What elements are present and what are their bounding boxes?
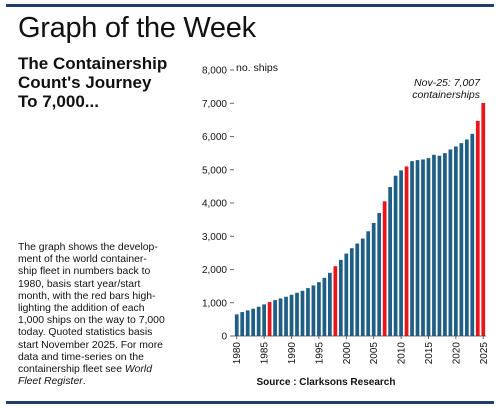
description-line: start November 2025. For more <box>18 339 163 351</box>
bar <box>459 143 464 336</box>
bar <box>377 212 382 336</box>
x-tick-label: 2010 <box>397 342 408 365</box>
bar <box>267 302 272 336</box>
description-text: . <box>82 376 86 388</box>
bar <box>360 238 365 336</box>
y-tick-label: 0 <box>221 332 227 343</box>
bar <box>399 170 403 336</box>
y-tick-label: 8,000 <box>202 66 227 77</box>
x-tick-label: 1995 <box>314 342 325 365</box>
bar <box>306 288 310 336</box>
description-line: today. Quoted statistics basis <box>18 327 153 339</box>
y-tick-label: 4,000 <box>202 199 227 210</box>
bar <box>245 310 250 336</box>
description-line: data and time-series on the <box>18 351 144 363</box>
description-line: month, with the red bars high- <box>18 290 156 302</box>
bar <box>470 133 475 336</box>
y-axis-label: no. ships <box>236 62 278 74</box>
x-tick-label: 1990 <box>287 342 298 365</box>
bar <box>448 149 453 336</box>
bar <box>464 139 469 336</box>
bar <box>234 314 239 336</box>
bar <box>421 159 425 336</box>
bar <box>273 300 277 336</box>
bar <box>393 175 398 336</box>
bar <box>295 292 299 336</box>
x-tick-label: 2015 <box>424 342 435 365</box>
bar <box>328 272 332 336</box>
y-tick-label: 7,000 <box>202 99 227 110</box>
bar <box>344 253 349 336</box>
bar <box>322 277 327 336</box>
bar <box>404 166 409 336</box>
description-line: 1,000 ships on the way to 7,000 <box>18 315 165 327</box>
x-tick-label: 2005 <box>369 342 380 365</box>
description-line: The graph shows the develop- <box>18 242 158 253</box>
headline-line: Count's Journey <box>18 73 152 92</box>
y-tick-label: 5,000 <box>202 165 227 176</box>
bar <box>454 146 458 336</box>
y-tick-label: 3,000 <box>202 232 227 243</box>
bar <box>311 285 316 336</box>
bottom-rule <box>6 401 494 404</box>
bar <box>443 153 447 336</box>
description-line: ship fleet in numbers back to <box>18 266 151 278</box>
bar <box>278 298 283 336</box>
bar <box>355 243 360 336</box>
bar <box>388 187 392 336</box>
bar <box>300 290 305 336</box>
bar <box>338 259 343 336</box>
headline-line: To 7,000... <box>18 92 99 111</box>
bar <box>481 103 486 337</box>
bar <box>426 158 431 336</box>
source-label: Source : Clarksons Research <box>257 377 396 388</box>
top-rule <box>6 4 494 7</box>
headline: The Containership Count's Journey To 7,0… <box>18 54 208 111</box>
bar <box>349 248 354 336</box>
bar <box>251 308 256 336</box>
bar <box>333 266 338 336</box>
bar <box>371 222 376 336</box>
x-tick-label: 1980 <box>232 342 243 365</box>
headline-line: The Containership <box>18 54 168 73</box>
description-line: lighting the addition of each <box>18 303 145 315</box>
annotation-text: containerships <box>412 89 480 101</box>
y-tick-label: 6,000 <box>202 132 227 143</box>
description: The graph shows the develop- ment of the… <box>18 242 218 388</box>
bar <box>432 154 436 336</box>
bar <box>366 231 371 336</box>
annotation-text: Nov-25: 7,007 <box>414 77 481 89</box>
x-tick-label: 1985 <box>260 342 271 365</box>
bar <box>415 160 420 336</box>
bar <box>262 304 266 336</box>
bar <box>410 161 414 336</box>
description-line: Fleet Register. <box>18 376 218 388</box>
x-tick-label: 2020 <box>451 342 462 365</box>
bar <box>256 306 261 336</box>
bar <box>317 282 321 336</box>
x-tick-label: 2025 <box>479 342 490 365</box>
bar <box>240 312 245 336</box>
y-tick-label: 2,000 <box>202 265 227 276</box>
page-title: Graph of the Week <box>18 12 256 44</box>
reference-link: World <box>124 364 152 376</box>
reference-link: Fleet Register <box>18 376 83 388</box>
description-text: containership fleet see <box>18 364 125 376</box>
y-tick-label: 1,000 <box>202 298 227 309</box>
x-tick-label: 2000 <box>342 342 353 365</box>
description-line: containership fleet see World <box>18 364 218 376</box>
bar <box>437 155 442 336</box>
bar <box>382 201 387 336</box>
bar <box>284 296 288 336</box>
bar <box>475 120 480 336</box>
bar <box>289 294 294 336</box>
description-line: ment of the world container- <box>18 254 147 266</box>
description-line: 1980, basis start year/start <box>18 278 141 290</box>
